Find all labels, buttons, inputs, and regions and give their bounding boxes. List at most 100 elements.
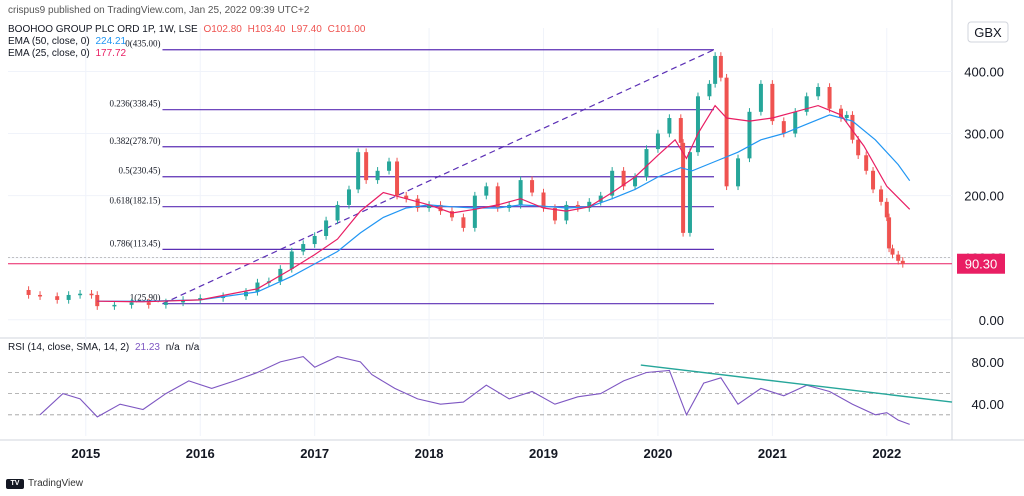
candle	[472, 195, 477, 228]
candle	[644, 149, 649, 177]
candle	[633, 177, 638, 187]
candle	[198, 298, 203, 300]
candle	[884, 201, 889, 218]
candle	[484, 186, 489, 196]
candle	[900, 260, 905, 264]
candle	[864, 155, 869, 171]
year-tick-label: 2016	[186, 446, 215, 461]
fib-level-label: 0.5(230.45)	[118, 166, 160, 176]
rsi-legend[interactable]: RSI (14, close, SMA, 14, 2) 21.23 n/a n/…	[8, 342, 202, 354]
year-tick-label: 2020	[643, 446, 672, 461]
candle	[896, 254, 901, 261]
ema50-value: 224.21	[95, 36, 127, 47]
candle	[781, 121, 786, 134]
symbol-title: BOOHOO GROUP PLC ORD 1P, 1W, LSE	[8, 24, 198, 35]
candle	[415, 198, 420, 209]
candle	[301, 244, 306, 252]
candle	[655, 133, 660, 150]
candle	[747, 111, 752, 159]
fib-level-label: 0(435.00)	[125, 39, 160, 49]
current-price-tag	[957, 253, 1005, 274]
candle	[695, 96, 700, 153]
ema25-legend[interactable]: EMA (25, close, 0) 177.72	[8, 48, 129, 60]
rsi-tick-label: 40.00	[971, 397, 1004, 412]
candle	[621, 170, 626, 187]
rsi-value: 21.23	[134, 342, 160, 353]
candle	[530, 180, 535, 193]
ema25-label: EMA (25, close, 0)	[8, 48, 90, 59]
candle	[55, 296, 60, 300]
published-line: crispus9 published on TradingView.com, J…	[8, 5, 310, 16]
footer: TV TradingView	[6, 478, 83, 489]
candle	[324, 220, 329, 236]
fib-level-label: 0.236(338.45)	[109, 99, 160, 109]
candle	[541, 192, 546, 209]
fib-trend-line	[162, 49, 715, 305]
symbol-legend[interactable]: BOOHOO GROUP PLC ORD 1P, 1W, LSE O102.80…	[8, 24, 368, 36]
axes: 400.00300.00200.00100.000.00201520162017…	[71, 21, 1009, 461]
price-tick-label: 400.00	[964, 64, 1004, 79]
candle	[289, 251, 294, 269]
candle	[598, 195, 603, 202]
fib-level-label: 1(25.90)	[130, 293, 161, 303]
candle	[804, 96, 809, 112]
ema25-line	[97, 104, 911, 303]
candle	[552, 208, 557, 221]
candle	[95, 294, 100, 307]
candle	[461, 217, 466, 228]
ema-lines	[97, 104, 911, 303]
candle	[375, 170, 380, 181]
ema50-label: EMA (50, close, 0)	[8, 36, 90, 47]
fib-level-label: 0.382(278.70)	[109, 136, 160, 146]
current-price-label: 90.30	[965, 257, 998, 272]
candle	[871, 170, 876, 190]
currency-label: GBX	[974, 25, 1002, 40]
candle	[335, 204, 340, 221]
footer-brand: TradingView	[28, 478, 84, 489]
candle	[387, 161, 392, 171]
price-tick-label: 200.00	[964, 189, 1004, 204]
fib-level-label: 0.618(182.15)	[109, 196, 160, 206]
candle	[78, 293, 83, 296]
year-tick-label: 2022	[872, 446, 901, 461]
tradingview-logo-icon: TV	[6, 478, 24, 489]
rsi-na-1: n/a	[165, 342, 180, 353]
rsi-na-2: n/a	[185, 342, 200, 353]
ohlc-close: C101.00	[327, 24, 366, 35]
candle	[681, 142, 686, 233]
candle	[26, 289, 31, 295]
candle	[610, 170, 615, 196]
price-tick-label: 300.00	[964, 127, 1004, 142]
candle	[816, 86, 821, 97]
candle	[575, 204, 580, 209]
candle	[255, 282, 260, 292]
candle	[427, 204, 432, 209]
rsi-tick-label: 80.00	[971, 355, 1004, 370]
candle	[770, 83, 775, 122]
candle	[89, 293, 94, 296]
rsi-trendline	[640, 364, 953, 403]
candle	[395, 161, 400, 196]
candle	[718, 55, 723, 78]
candle	[312, 235, 317, 245]
year-tick-label: 2021	[758, 446, 787, 461]
candle	[66, 294, 71, 300]
candle	[518, 180, 523, 205]
candle	[887, 217, 892, 249]
year-tick-label: 2018	[415, 446, 444, 461]
rsi-pane	[8, 355, 953, 425]
ema50-line	[97, 114, 911, 302]
candle	[844, 114, 849, 119]
candle	[793, 111, 798, 134]
fib-level-label: 0.786(113.45)	[110, 238, 161, 248]
fibonacci-retracement[interactable]: 0(435.00) 0.236(338.45) 0.382(278.70) 0.5(2…	[8, 39, 952, 305]
candle	[827, 86, 832, 109]
price-series	[26, 52, 905, 310]
chart-background	[0, 0, 1024, 441]
candle	[346, 189, 351, 205]
candle	[879, 189, 884, 202]
candle	[713, 55, 718, 84]
ema50-legend[interactable]: EMA (50, close, 0) 224.21	[8, 36, 129, 48]
ohlc-low: L97.40	[291, 24, 322, 35]
